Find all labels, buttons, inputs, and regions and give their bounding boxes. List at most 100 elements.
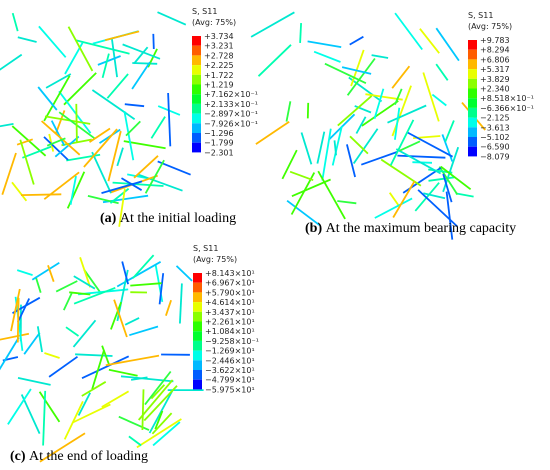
color-band (468, 40, 477, 50)
legend-label: −1.799 (204, 139, 234, 148)
color-band (192, 36, 201, 46)
legend-label: +3.231 (204, 42, 234, 51)
panel: S, S11 (Avg: 75%) +8.143×10¹+6.967×10¹+5.7… (0, 244, 259, 464)
color-band (193, 282, 202, 293)
fiber (394, 107, 401, 140)
fiber (20, 394, 41, 434)
fiber (417, 189, 458, 228)
fiber (41, 120, 81, 156)
color-band (193, 321, 202, 332)
fiber (43, 75, 71, 122)
fiber (73, 286, 116, 305)
fiber (72, 319, 97, 348)
color-band (193, 379, 202, 390)
fiber (42, 390, 47, 446)
fiber (63, 401, 84, 440)
fiber (69, 291, 91, 296)
fiber (128, 435, 142, 447)
fiber (365, 93, 403, 101)
fiber (141, 389, 145, 431)
color-band (468, 98, 477, 108)
legend-subtitle: (Avg: 75%) (468, 22, 512, 31)
legend-title: S, S11 (192, 7, 217, 16)
fiber (55, 280, 78, 293)
fiber (130, 282, 162, 287)
color-band (468, 127, 477, 137)
legend-subtitle: (Avg: 75%) (192, 18, 236, 27)
fiber (17, 36, 37, 43)
legend-label: −1.296 (204, 129, 234, 138)
legend-label: +7.162×10⁻¹ (204, 90, 258, 99)
fiber (143, 385, 178, 422)
fiber (313, 50, 341, 63)
fiber (87, 195, 119, 205)
fiber (144, 370, 172, 406)
fiber (101, 345, 111, 366)
fiber (442, 173, 453, 203)
fiber (46, 137, 66, 147)
fiber (431, 93, 447, 107)
legend-label: +9.783 (480, 36, 510, 45)
fiber (22, 145, 52, 159)
fiber (20, 193, 62, 196)
fiber (36, 326, 43, 353)
fiber (150, 384, 166, 400)
fiber (108, 368, 138, 377)
fiber (124, 103, 145, 108)
caption-label: (a) (100, 211, 117, 226)
fiber (97, 55, 121, 66)
fiber (43, 136, 69, 161)
fiber (440, 165, 472, 191)
fiber (89, 127, 111, 143)
fiber (0, 337, 20, 371)
fiber (11, 12, 19, 32)
legend-label: +3.734 (204, 32, 234, 41)
legend-label: −9.258×10⁻¹ (205, 337, 259, 346)
fiber (47, 265, 55, 282)
fiber (91, 349, 105, 390)
color-band (468, 146, 477, 157)
legend-label: +4.614×10¹ (205, 298, 255, 307)
fiber (54, 135, 80, 158)
fiber (158, 273, 165, 305)
fiber (397, 154, 446, 159)
fiber (39, 432, 86, 463)
fiber (373, 88, 385, 120)
fiber (23, 332, 41, 355)
legend-label: +2.340 (480, 85, 510, 94)
color-band (193, 311, 202, 322)
color-band (193, 370, 202, 380)
color-band (468, 69, 477, 79)
fiber (337, 95, 373, 127)
legend-label: −2.125 (480, 114, 510, 123)
fiber (75, 103, 78, 142)
fiber (83, 269, 103, 295)
color-band (193, 273, 202, 283)
fiber (419, 28, 440, 54)
fiber (34, 276, 42, 293)
fiber (132, 62, 158, 65)
fiber (129, 325, 159, 337)
legend-label: +8.518×10⁻¹ (480, 94, 534, 103)
fiber (307, 40, 342, 48)
legend-label: +1.084×10¹ (205, 327, 255, 336)
fiber (19, 139, 35, 185)
fiber (289, 170, 314, 182)
fiber (31, 261, 60, 281)
fiber (154, 410, 164, 430)
fiber (12, 296, 41, 314)
fiber (38, 391, 61, 423)
fiber (101, 390, 130, 408)
fiber (45, 73, 72, 89)
legend-label: +6.967×10¹ (205, 279, 255, 288)
fiber (17, 377, 51, 386)
legend-label: −5.975×10¹ (205, 385, 255, 394)
legend-label: −6.366×10⁻¹ (480, 104, 534, 113)
legend-label: +1.219 (204, 81, 234, 90)
legend-label: −3.613 (480, 123, 510, 132)
color-band (193, 302, 202, 312)
fiber (104, 30, 140, 41)
legend-label: −2.897×10⁻¹ (204, 110, 258, 119)
fiber (422, 72, 440, 122)
legend-label: +1.722 (204, 71, 234, 80)
